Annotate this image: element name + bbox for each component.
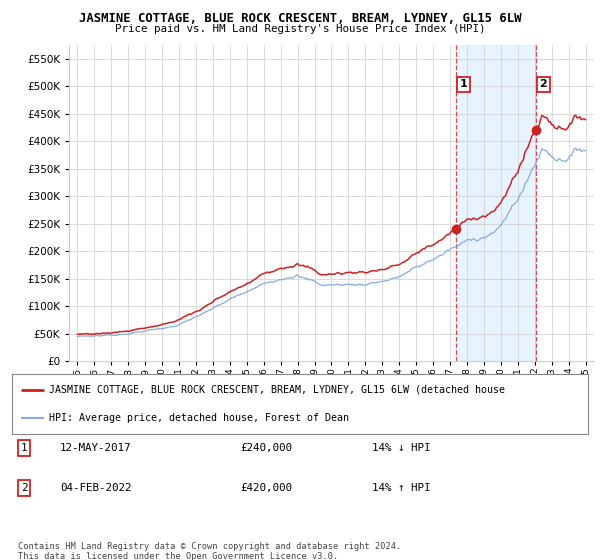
Text: Price paid vs. HM Land Registry's House Price Index (HPI): Price paid vs. HM Land Registry's House … xyxy=(115,24,485,34)
Text: 14% ↑ HPI: 14% ↑ HPI xyxy=(372,483,431,493)
Text: 14% ↓ HPI: 14% ↓ HPI xyxy=(372,443,431,453)
Text: 12-MAY-2017: 12-MAY-2017 xyxy=(60,443,131,453)
Text: £240,000: £240,000 xyxy=(240,443,292,453)
Text: £420,000: £420,000 xyxy=(240,483,292,493)
Bar xyxy=(456,45,536,361)
Text: JASMINE COTTAGE, BLUE ROCK CRESCENT, BREAM, LYDNEY, GL15 6LW: JASMINE COTTAGE, BLUE ROCK CRESCENT, BRE… xyxy=(79,12,521,25)
Text: 1: 1 xyxy=(20,443,28,453)
Text: Contains HM Land Registry data © Crown copyright and database right 2024.
This d: Contains HM Land Registry data © Crown c… xyxy=(18,542,401,560)
Text: HPI: Average price, detached house, Forest of Dean: HPI: Average price, detached house, Fore… xyxy=(49,413,349,423)
Text: 2: 2 xyxy=(20,483,28,493)
Text: 1: 1 xyxy=(460,80,467,90)
Text: 04-FEB-2022: 04-FEB-2022 xyxy=(60,483,131,493)
Text: JASMINE COTTAGE, BLUE ROCK CRESCENT, BREAM, LYDNEY, GL15 6LW (detached house: JASMINE COTTAGE, BLUE ROCK CRESCENT, BRE… xyxy=(49,385,505,395)
Text: 2: 2 xyxy=(539,80,547,90)
